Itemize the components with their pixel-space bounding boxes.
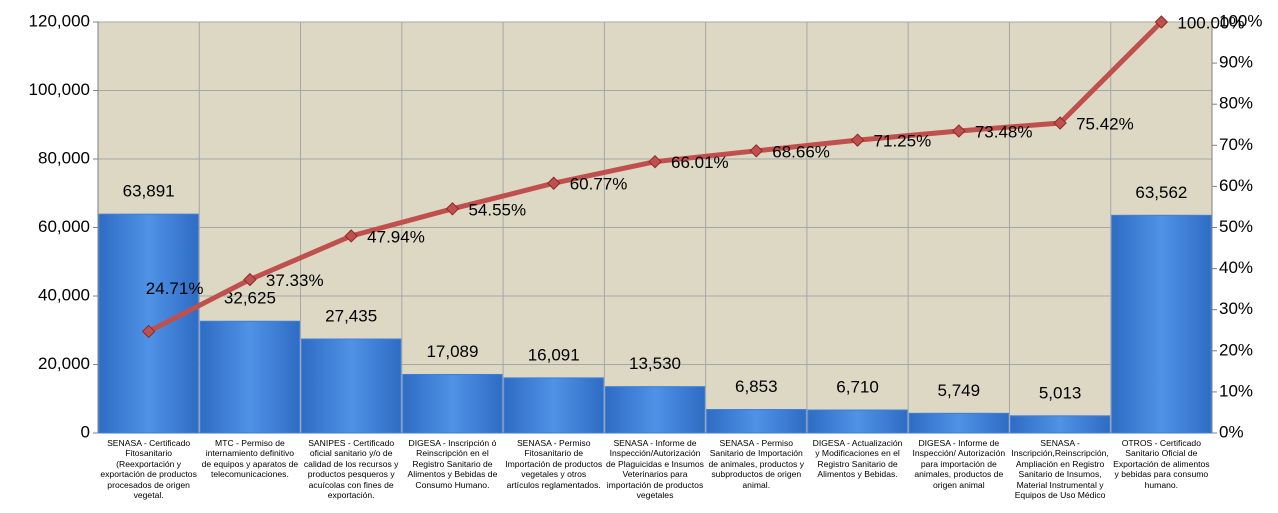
bar-value-label: 5,013 bbox=[1039, 383, 1082, 402]
bar bbox=[503, 377, 604, 434]
line-value-label: 71.25% bbox=[874, 132, 932, 151]
bar bbox=[301, 338, 402, 434]
line-value-label: 73.48% bbox=[975, 122, 1033, 141]
bar bbox=[908, 412, 1009, 434]
y-tick-label: 80,000 bbox=[38, 148, 90, 167]
line-value-label: 37.33% bbox=[266, 271, 324, 290]
marker bbox=[547, 176, 561, 190]
y-tick-label: 100,000 bbox=[29, 80, 90, 99]
bar bbox=[706, 409, 807, 434]
x-tick-label: SENASA - Certificado Fitosanitario (Reex… bbox=[100, 438, 197, 501]
x-tick-label: OTROS - Certificado Sanitario Oficial de… bbox=[1113, 438, 1210, 490]
bar bbox=[807, 409, 908, 434]
marker bbox=[648, 154, 662, 169]
bar bbox=[199, 320, 301, 434]
bar-value-label: 27,435 bbox=[325, 307, 377, 326]
x-tick-label: DIGESA - Actualización y Modificaciones … bbox=[812, 438, 903, 480]
marker bbox=[1154, 15, 1169, 29]
line-value-label: 100.00% bbox=[1177, 13, 1244, 32]
y-tick-label: 0 bbox=[81, 422, 90, 441]
bar-value-label: 13,530 bbox=[629, 354, 681, 373]
bar-value-label: 63,562 bbox=[1135, 183, 1187, 202]
y2-tick-label: 50% bbox=[1219, 217, 1253, 236]
y2-tick-label: 100% bbox=[1219, 11, 1262, 30]
marker bbox=[445, 202, 460, 216]
y-tick-label: 60,000 bbox=[38, 217, 90, 236]
y2-tick-label: 90% bbox=[1219, 53, 1253, 72]
x-tick-label: DIGESA - Informe de Inspección/ Autoriza… bbox=[912, 438, 1006, 490]
y2-tick-label: 70% bbox=[1219, 135, 1253, 154]
marker bbox=[141, 324, 156, 339]
line-value-label: 75.42% bbox=[1076, 115, 1134, 134]
marker bbox=[344, 229, 358, 243]
bar-value-label: 32,625 bbox=[224, 289, 276, 308]
y2-tick-label: 0% bbox=[1219, 422, 1244, 441]
bar-value-label: 16,091 bbox=[528, 345, 580, 364]
line-value-label: 60.77% bbox=[570, 175, 628, 194]
x-tick-label: DIGESA - Inscripción ó Reinscripción en … bbox=[407, 438, 498, 490]
line-value-label: 68.66% bbox=[772, 142, 830, 161]
line-value-label: 66.01% bbox=[671, 153, 729, 172]
bar bbox=[604, 386, 706, 434]
marker bbox=[243, 272, 257, 287]
y2-tick-label: 80% bbox=[1219, 94, 1253, 113]
bar bbox=[402, 373, 503, 434]
bar-value-label: 17,089 bbox=[426, 342, 478, 361]
y-tick-label: 120,000 bbox=[29, 11, 90, 30]
x-tick-label: SENASA - Permiso Fitosanitario de Import… bbox=[505, 438, 603, 490]
line-value-label: 24.71% bbox=[146, 279, 204, 298]
line-value-label: 54.55% bbox=[468, 200, 526, 219]
y-tick-label: 40,000 bbox=[38, 285, 90, 304]
bar bbox=[1111, 214, 1212, 434]
y-tick-label: 20,000 bbox=[38, 354, 90, 373]
marker bbox=[850, 133, 865, 147]
bar-value-label: 6,853 bbox=[735, 377, 778, 396]
marker bbox=[749, 144, 763, 158]
y2-tick-label: 20% bbox=[1219, 340, 1253, 359]
x-tick-label: SANIPES - Certificado oficial sanitario … bbox=[303, 438, 399, 501]
bar-value-label: 63,891 bbox=[123, 182, 175, 201]
x-tick-label: MTC - Permiso de internamiento definitiv… bbox=[201, 438, 299, 480]
line-value-label: 47.94% bbox=[367, 227, 425, 246]
marker bbox=[1053, 116, 1067, 130]
x-tick-label: SENASA - Informe de Inspección/Autorizac… bbox=[606, 438, 704, 501]
x-tick-label: SENASA - Permiso Sanitario de Importació… bbox=[708, 438, 805, 490]
x-tick-label: SENASA - Inscripción,Reinscripción, Ampl… bbox=[1011, 438, 1109, 501]
y2-tick-label: 60% bbox=[1219, 176, 1253, 195]
bar bbox=[1009, 415, 1111, 434]
bar-value-label: 6,710 bbox=[836, 378, 879, 397]
bar-value-label: 5,749 bbox=[938, 381, 981, 400]
y2-tick-label: 40% bbox=[1219, 258, 1253, 277]
bar bbox=[98, 213, 199, 434]
marker bbox=[952, 124, 966, 138]
y2-tick-label: 30% bbox=[1219, 299, 1253, 318]
y2-tick-label: 10% bbox=[1219, 381, 1253, 400]
